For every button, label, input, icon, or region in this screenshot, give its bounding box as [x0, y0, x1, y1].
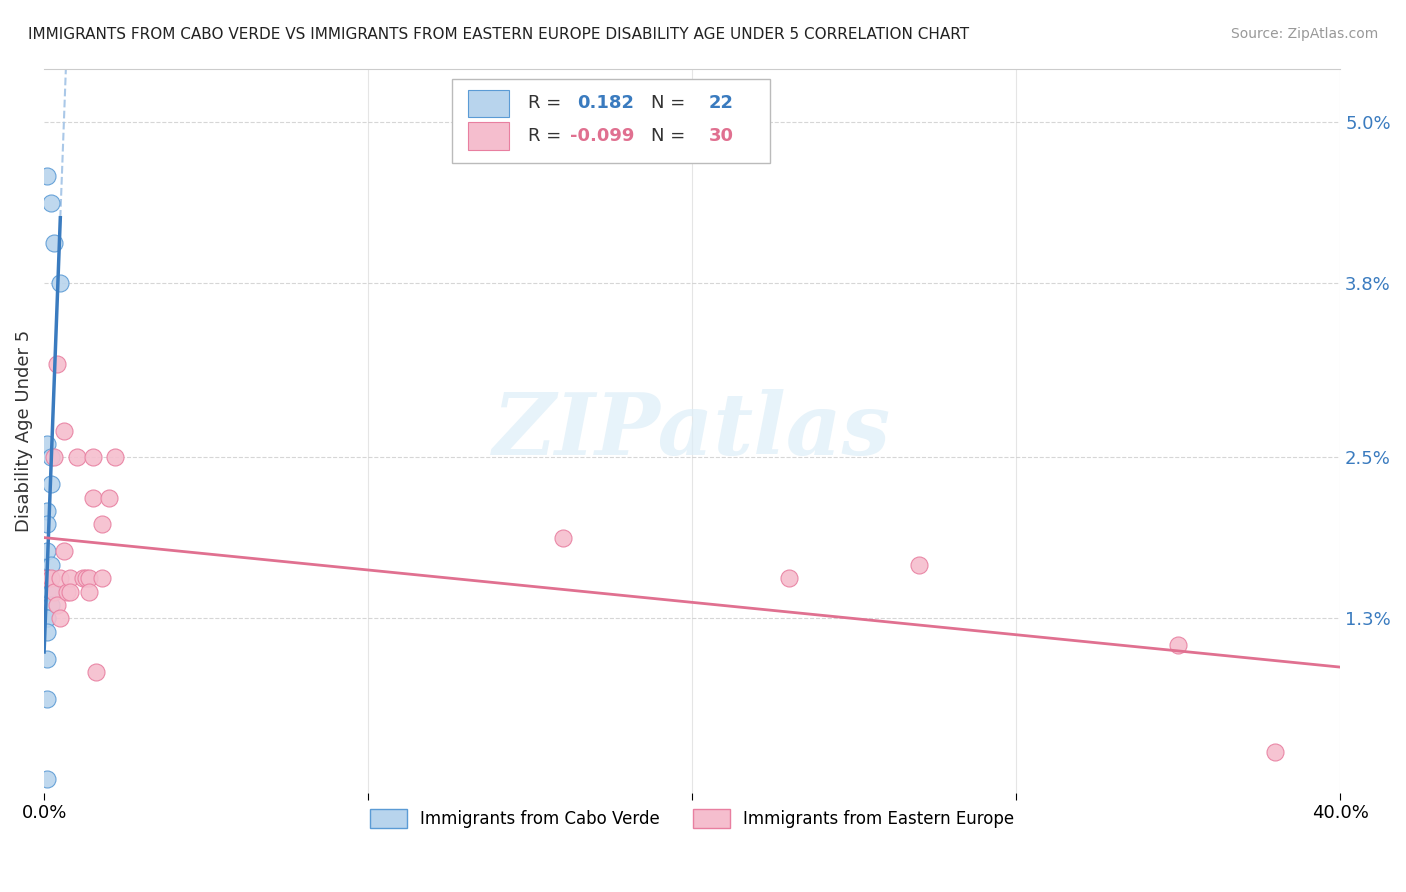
Point — [39, 195, 62, 210]
Point — [59, 571, 82, 585]
Point — [97, 491, 120, 505]
Point — [37, 517, 59, 532]
Text: N =: N = — [651, 127, 690, 145]
Point — [79, 571, 101, 585]
Point — [37, 611, 59, 625]
Point — [37, 584, 59, 599]
Point — [52, 544, 75, 558]
Point — [46, 357, 69, 371]
Point — [37, 611, 59, 625]
Point — [551, 531, 574, 545]
Point — [79, 584, 101, 599]
Point — [37, 437, 59, 451]
Point — [56, 584, 79, 599]
Legend: Immigrants from Cabo Verde, Immigrants from Eastern Europe: Immigrants from Cabo Verde, Immigrants f… — [363, 803, 1021, 835]
Point — [39, 450, 62, 465]
Point — [778, 571, 800, 585]
Point — [37, 624, 59, 639]
Point — [42, 450, 65, 465]
Point — [39, 477, 62, 491]
Point — [84, 665, 107, 679]
Point — [59, 584, 82, 599]
Point — [37, 544, 59, 558]
Point — [37, 504, 59, 518]
Point — [37, 571, 59, 585]
Point — [37, 691, 59, 706]
Point — [37, 169, 59, 183]
Point — [52, 424, 75, 438]
Point — [908, 558, 931, 572]
Point — [1264, 746, 1286, 760]
Point — [39, 598, 62, 612]
Text: -0.099: -0.099 — [571, 127, 634, 145]
Point — [37, 651, 59, 665]
FancyBboxPatch shape — [453, 79, 770, 162]
Point — [1167, 638, 1189, 652]
Text: ZIPatlas: ZIPatlas — [494, 389, 891, 473]
Point — [39, 571, 62, 585]
FancyBboxPatch shape — [468, 122, 509, 150]
Point — [91, 571, 114, 585]
Y-axis label: Disability Age Under 5: Disability Age Under 5 — [15, 329, 32, 532]
Point — [39, 558, 62, 572]
Point — [42, 584, 65, 599]
Text: 0.182: 0.182 — [576, 95, 634, 112]
Text: N =: N = — [651, 95, 690, 112]
Point — [49, 571, 72, 585]
Text: R =: R = — [527, 95, 567, 112]
Text: R =: R = — [527, 127, 567, 145]
Text: Source: ZipAtlas.com: Source: ZipAtlas.com — [1230, 27, 1378, 41]
Point — [91, 517, 114, 532]
Point — [37, 772, 59, 787]
Point — [49, 611, 72, 625]
Text: 22: 22 — [709, 95, 734, 112]
Point — [42, 235, 65, 250]
FancyBboxPatch shape — [468, 89, 509, 117]
Point — [104, 450, 127, 465]
Point — [39, 584, 62, 599]
Point — [65, 450, 87, 465]
Text: IMMIGRANTS FROM CABO VERDE VS IMMIGRANTS FROM EASTERN EUROPE DISABILITY AGE UNDE: IMMIGRANTS FROM CABO VERDE VS IMMIGRANTS… — [28, 27, 969, 42]
Point — [72, 571, 94, 585]
Point — [75, 571, 97, 585]
Point — [82, 450, 104, 465]
Point — [37, 571, 59, 585]
Point — [46, 598, 69, 612]
Text: 30: 30 — [709, 127, 734, 145]
Point — [37, 571, 59, 585]
Point — [49, 276, 72, 290]
Point — [82, 491, 104, 505]
